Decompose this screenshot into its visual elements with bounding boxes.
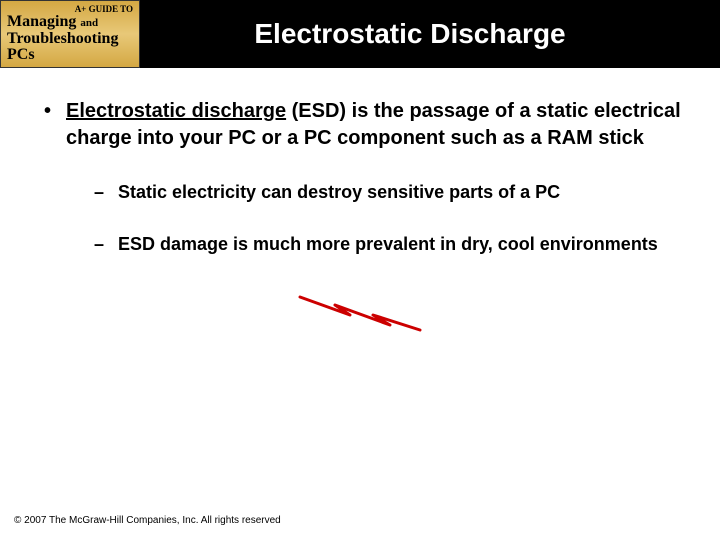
- logo-main-text: Managing and Troubleshooting PCs: [7, 14, 133, 64]
- logo-line1: Managing: [7, 13, 76, 30]
- lightning-spark-icon: [295, 285, 425, 335]
- main-bullet-item: Electrostatic discharge (ESD) is the pas…: [38, 98, 682, 257]
- copyright-footer: © 2007 The McGraw-Hill Companies, Inc. A…: [14, 515, 281, 526]
- spark-path: [300, 297, 420, 330]
- sub-bullet-item: ESD damage is much more prevalent in dry…: [88, 232, 682, 256]
- slide-title: Electrostatic Discharge: [140, 18, 720, 50]
- sub-bullet-item: Static electricity can destroy sensitive…: [88, 180, 682, 204]
- main-bullet-list: Electrostatic discharge (ESD) is the pas…: [38, 98, 682, 257]
- content-area: Electrostatic discharge (ESD) is the pas…: [0, 68, 720, 340]
- main-bullet-underlined: Electrostatic discharge: [66, 100, 286, 122]
- logo-and: and: [80, 17, 98, 29]
- sub-bullet-list: Static electricity can destroy sensitive…: [66, 180, 682, 257]
- spark-graphic-wrap: [38, 285, 682, 340]
- book-logo: A+ GUIDE TO Managing and Troubleshooting…: [0, 0, 140, 68]
- header-bar: A+ GUIDE TO Managing and Troubleshooting…: [0, 0, 720, 68]
- logo-line2: Troubleshooting PCs: [7, 30, 118, 64]
